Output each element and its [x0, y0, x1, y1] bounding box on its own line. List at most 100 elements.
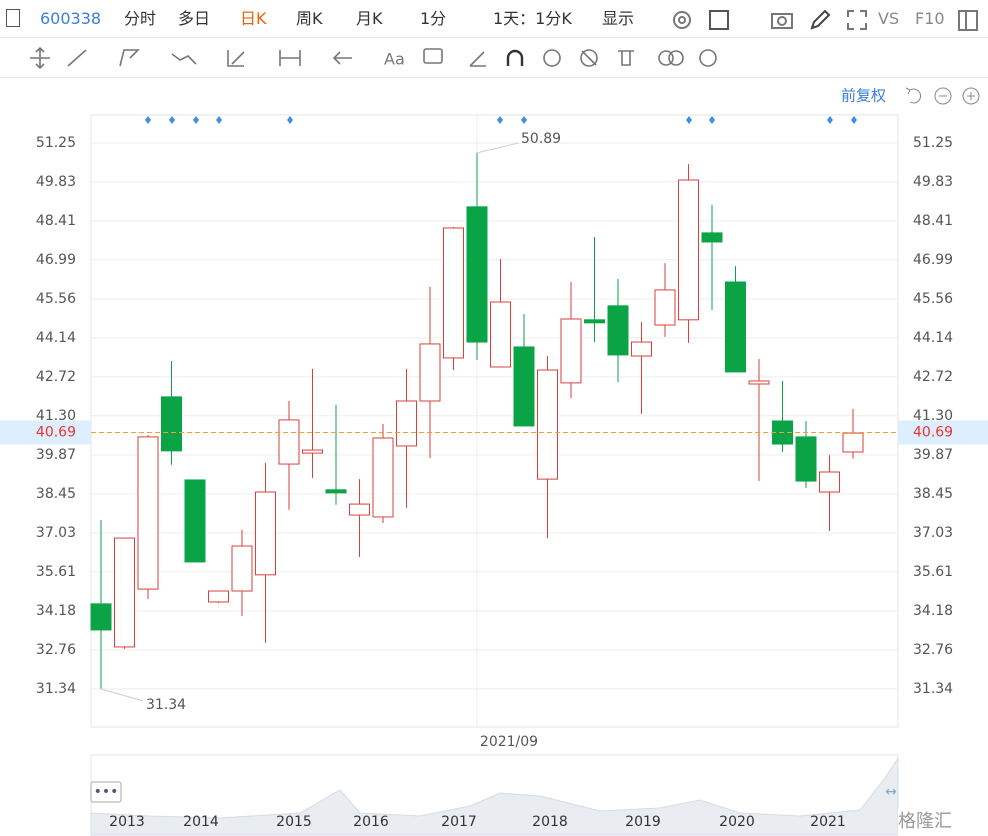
hide-tool[interactable] — [580, 49, 598, 67]
zoom-out[interactable] — [934, 87, 952, 105]
tab[interactable]: 1分 — [420, 9, 447, 28]
tool-icons: Aa — [30, 46, 717, 70]
tab[interactable]: 周K — [296, 9, 323, 28]
navigator-handle[interactable] — [90, 781, 122, 803]
toolbar: 600338 分时 多日 日K 周K 月K 1分 1天：1分K 显示 VS F1… — [0, 0, 988, 38]
tab[interactable]: 日K — [240, 9, 267, 28]
y-tick-label-right: 37.03 — [913, 525, 953, 541]
line-tool[interactable] — [67, 49, 87, 67]
stock-code[interactable]: 600338 — [40, 9, 102, 28]
navigator-year: 2015 — [276, 814, 312, 830]
settings-icon[interactable] — [670, 8, 694, 32]
candle-body — [372, 437, 394, 518]
y-tick-label-right: 38.45 — [913, 486, 953, 502]
fullscreen-icon[interactable] — [845, 8, 869, 32]
vs[interactable]: VS — [878, 9, 900, 28]
candle-body — [701, 232, 723, 243]
candle-body — [678, 179, 699, 321]
wave-tool[interactable] — [171, 53, 197, 65]
candle-body — [255, 491, 276, 576]
y-tick-label-right: 51.25 — [913, 135, 953, 151]
zoom-in[interactable] — [962, 87, 980, 105]
y-tick-label: 48.41 — [36, 213, 76, 229]
y-tick-label: 44.14 — [36, 330, 76, 346]
sync-tool[interactable] — [543, 49, 561, 67]
candle-body — [654, 289, 676, 326]
candle-body — [90, 603, 112, 631]
tab[interactable]: 1天：1分K — [493, 9, 572, 28]
tab[interactable]: 显示 — [602, 9, 635, 28]
y-tick-label: 32.76 — [36, 642, 76, 658]
navigator-year: 2014 — [183, 814, 219, 830]
adjust-mode[interactable]: 前复权 — [841, 87, 886, 105]
candle-body — [231, 545, 253, 592]
y-tick-label: 34.18 — [36, 603, 76, 619]
delete-tool[interactable] — [618, 50, 634, 66]
candle-body — [137, 436, 159, 590]
text-tool[interactable]: Aa — [384, 50, 405, 69]
layout-icon[interactable] — [956, 8, 980, 32]
candle-body — [419, 343, 441, 402]
navigator-year: 2017 — [441, 814, 477, 830]
y-tick-label-right: 35.61 — [913, 564, 953, 580]
y-tick-label-right: 31.34 — [913, 681, 953, 697]
candle-body — [349, 503, 370, 516]
camera-icon[interactable] — [770, 8, 794, 32]
x-axis-label: 2021/09 — [480, 734, 538, 750]
navigator-year: 2013 — [109, 814, 145, 830]
candle-body — [748, 380, 770, 385]
price-box-right — [898, 420, 988, 445]
navigator-year: 2016 — [353, 814, 389, 830]
tab[interactable]: 分时 — [124, 9, 157, 28]
y-tick-label-right: 39.87 — [913, 447, 953, 463]
candle-body — [513, 346, 535, 427]
measure-tool[interactable] — [279, 50, 301, 66]
y-tick-label: 39.87 — [36, 447, 76, 463]
pen-icon[interactable] — [808, 8, 832, 32]
candle-body — [819, 471, 840, 493]
candle-body — [537, 369, 558, 480]
navigator-year: 2019 — [625, 814, 661, 830]
navigator-year: 2018 — [532, 814, 568, 830]
candle-body — [560, 318, 582, 384]
low-annotation: 31.34 — [146, 697, 186, 713]
event-markers — [145, 116, 857, 124]
y-tick-label: 37.03 — [36, 525, 76, 541]
candle-body — [443, 227, 464, 359]
compare-tool[interactable] — [658, 50, 674, 66]
color-icon[interactable] — [708, 8, 732, 32]
candle-body — [584, 319, 605, 324]
polyline-tool[interactable] — [119, 49, 140, 67]
y-tick-label: 41.30 — [36, 408, 76, 424]
y-tick-label: 38.45 — [36, 486, 76, 502]
candle-body — [725, 281, 746, 373]
y-tick-label-right: 32.76 — [913, 642, 953, 658]
annotation-line — [100, 688, 144, 702]
angle-tool[interactable] — [469, 51, 486, 67]
tab[interactable]: 月K — [356, 9, 383, 28]
undo-icon[interactable] — [905, 87, 922, 104]
note-tool[interactable] — [423, 48, 443, 64]
y-tick-label: 31.34 — [36, 681, 76, 697]
y-tick-label: 42.72 — [36, 369, 76, 385]
drawing-toolbar: Aa — [0, 38, 988, 78]
candle-body — [795, 436, 817, 482]
tool-settings[interactable] — [699, 49, 717, 67]
candle-body — [208, 590, 229, 603]
move-tool[interactable] — [30, 46, 50, 70]
y-tick-label-right: 41.30 — [913, 408, 953, 424]
y-tick-label-right: 49.83 — [913, 174, 953, 190]
navigator: ••• ↔ — [90, 754, 899, 836]
panel-toggle[interactable] — [6, 9, 20, 27]
tab[interactable]: 多日 — [178, 9, 211, 28]
magnet-tool[interactable] — [506, 49, 524, 66]
candle-body — [842, 432, 864, 453]
high-annotation: 50.89 — [521, 131, 561, 147]
f10[interactable]: F10 — [915, 9, 945, 28]
navigator-year: 2020 — [719, 814, 755, 830]
y-tick-label-right: 48.41 — [913, 213, 953, 229]
candle-body — [161, 396, 182, 452]
arrow-tool[interactable] — [332, 51, 352, 65]
svg-text:•••: ••• — [94, 784, 119, 800]
fib-tool[interactable] — [227, 50, 245, 67]
